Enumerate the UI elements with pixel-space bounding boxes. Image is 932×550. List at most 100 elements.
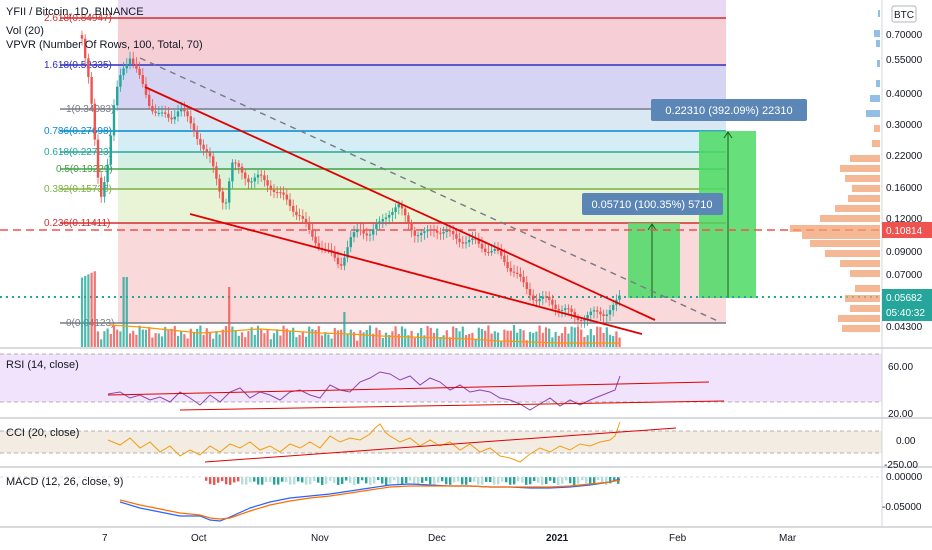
candle-body xyxy=(372,229,375,235)
vpvr-row xyxy=(848,195,880,202)
macd-tick: -0.05000 xyxy=(882,502,922,513)
rsi-pane[interactable]: RSI (14, close) xyxy=(0,353,882,411)
macd-histogram-bar xyxy=(405,477,408,484)
volume-bar xyxy=(228,287,231,347)
macd-histogram-bar xyxy=(397,477,400,484)
volume-bar xyxy=(439,336,442,347)
cci-pane[interactable]: CCI (20, close) xyxy=(0,421,882,463)
volume-bar xyxy=(484,330,487,347)
macd-pane[interactable]: MACD (12, 26, close, 9) xyxy=(0,476,882,522)
vpvr-indicator-label[interactable]: VPVR (Number Of Rows, 100, Total, 70) xyxy=(6,39,203,51)
candle-body xyxy=(247,178,250,183)
candle-body xyxy=(452,231,455,235)
candle-body xyxy=(605,314,608,316)
descending-support[interactable] xyxy=(189,213,643,335)
macd-histogram-bar xyxy=(537,477,540,483)
time-tick: Oct xyxy=(191,533,207,544)
rsi-trendline-lower[interactable] xyxy=(179,400,725,411)
candle-body xyxy=(231,162,234,182)
candle-body xyxy=(356,229,359,233)
candle-body xyxy=(586,315,589,319)
candle-body xyxy=(420,232,423,236)
macd-histogram-bar xyxy=(485,477,488,482)
volume-bar xyxy=(592,335,596,347)
candle-body xyxy=(503,255,506,263)
volume-bar xyxy=(544,327,548,347)
volume-bar xyxy=(157,333,160,347)
fib-zone-786 xyxy=(118,131,726,152)
price-axis[interactable]: BTC 0.70000 0.55000 0.40000 0.30000 0.22… xyxy=(881,0,932,527)
volume-bar xyxy=(135,334,138,347)
macd-histogram-bar xyxy=(357,477,360,484)
macd-histogram-bar xyxy=(453,477,456,483)
macd-histogram-bar xyxy=(513,477,516,485)
measure-label-large-bg[interactable] xyxy=(651,99,807,121)
volume-bar xyxy=(199,325,202,347)
candle-body xyxy=(244,172,247,179)
macd-histogram-bar xyxy=(557,477,560,485)
macd-histogram-bar xyxy=(445,477,448,485)
macd-histogram-bar xyxy=(217,477,220,483)
fib-label-5: 0.5(0.19229) xyxy=(56,164,113,175)
candle-body xyxy=(554,304,557,309)
candle-body xyxy=(400,204,404,209)
macd-histogram-bar xyxy=(585,477,588,484)
volume-bar xyxy=(151,337,154,347)
volume-bar xyxy=(477,327,480,347)
volume-bar xyxy=(333,328,336,347)
macd-histogram-bar xyxy=(497,477,500,485)
trendlines[interactable] xyxy=(139,57,721,335)
candle-body xyxy=(352,232,356,238)
time-tick: 7 xyxy=(102,533,108,544)
candle-body xyxy=(112,105,116,136)
currency-button[interactable] xyxy=(891,5,917,23)
candle-body xyxy=(464,242,468,244)
macd-histogram-bar xyxy=(377,477,380,481)
volume-bar xyxy=(180,330,183,347)
candle-body xyxy=(103,181,106,197)
volume-bar xyxy=(224,325,228,347)
volume-bar xyxy=(301,331,304,347)
target-zone-small[interactable] xyxy=(628,223,680,298)
descending-resistance[interactable] xyxy=(144,86,656,321)
macd-histogram-bar xyxy=(613,477,616,481)
volume-bar xyxy=(116,329,119,347)
cci-trendline[interactable] xyxy=(204,427,677,463)
time-axis[interactable]: 7 Oct Nov Dec 2021 Feb Mar xyxy=(102,533,797,544)
volume-bar xyxy=(612,335,615,347)
cci-label[interactable]: CCI (20, close) xyxy=(6,427,79,439)
vpvr-row xyxy=(878,10,880,17)
vol-indicator-label[interactable]: Vol (20) xyxy=(6,25,44,37)
measure-labels[interactable]: 0.22310 (392.09%) 22310 0.05710 (100.35%… xyxy=(582,99,807,215)
macd-histogram-bar xyxy=(413,477,416,484)
rsi-label[interactable]: RSI (14, close) xyxy=(6,359,79,371)
volume-bar xyxy=(372,333,375,347)
macd-histogram-bar xyxy=(545,477,548,485)
candle-body xyxy=(384,217,388,220)
macd-histogram-bar xyxy=(389,477,392,484)
candle-body xyxy=(343,257,346,266)
candle-body xyxy=(410,222,413,231)
macd-histogram-bar xyxy=(393,477,396,481)
macd-label[interactable]: MACD (12, 26, close, 9) xyxy=(6,476,123,488)
measure-label-small: 0.05710 (100.35%) 5710 xyxy=(591,199,712,211)
macd-histogram-bar xyxy=(329,477,332,481)
candle-body xyxy=(416,235,420,237)
macd-histogram-bar xyxy=(573,477,576,485)
macd-histogram-bar xyxy=(553,477,556,484)
dashed-trendline[interactable] xyxy=(139,57,721,323)
candle-body xyxy=(141,75,144,84)
candle-body xyxy=(340,264,343,266)
volume-bar xyxy=(397,334,400,347)
candle-body xyxy=(576,317,580,321)
candle-body xyxy=(375,224,378,230)
volume-bar xyxy=(416,333,420,347)
last-price-value: 0.05682 xyxy=(886,293,923,304)
price-tick: 0.30000 xyxy=(886,120,923,131)
macd-histogram-bar xyxy=(461,477,464,485)
rsi-trendline-upper[interactable] xyxy=(107,381,710,396)
macd-histogram-bar xyxy=(505,477,508,483)
measure-label-small-bg[interactable] xyxy=(582,193,723,215)
